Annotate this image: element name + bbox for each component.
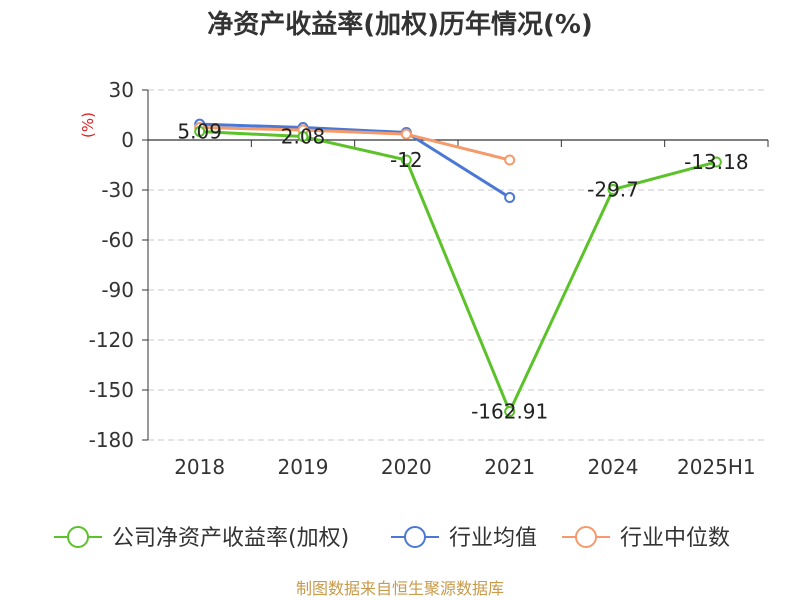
legend: 公司净资产收益率(加权) 行业均值 行业中位数: [54, 526, 730, 551]
x-tick-label: 2021: [484, 455, 535, 479]
y-tick-label: 0: [121, 128, 134, 152]
data-label: -29.7: [587, 178, 639, 202]
source-note: 制图数据来自恒生聚源数据库: [296, 579, 504, 598]
data-label: 2.08: [281, 125, 326, 149]
data-label: 5.09: [177, 120, 222, 144]
y-tick-label: -180: [89, 428, 134, 452]
data-label: -13.18: [684, 150, 748, 174]
data-point-0-2: [400, 154, 412, 166]
data-point-0-3: [504, 406, 516, 418]
series-layer: [194, 118, 722, 418]
data-label: -12: [390, 148, 423, 172]
series-line-0: [199, 130, 717, 414]
data-label-layer: 5.09 2.08 -12 -162.91 -29.7 -13.18: [177, 120, 748, 424]
y-tick-label: -90: [101, 278, 134, 302]
x-tick-label: 2020: [381, 455, 432, 479]
axis-layer: 30 0 -30 -60 -90 -120 -150 -180 2018 2019 2020 2021…: [89, 78, 769, 479]
series-line-2: [199, 126, 511, 162]
y-tick-label: -120: [89, 328, 134, 352]
legend-swatch-marker-2: [575, 526, 597, 548]
data-point-0-0: [194, 126, 206, 138]
data-point-0-5: [710, 156, 722, 168]
legend-label: 公司净资产收益率(加权): [112, 526, 349, 551]
grid-layer: [148, 89, 768, 441]
data-point-0-1: [297, 131, 309, 143]
data-point-2-3: [504, 154, 516, 166]
y-tick-label: -30: [101, 178, 134, 202]
legend-swatch-marker-1: [404, 526, 426, 548]
x-tick-label: 2019: [278, 455, 329, 479]
y-tick-label: -150: [89, 378, 134, 402]
x-tick-label: 2025H1: [677, 455, 756, 479]
y-tick-label: -60: [101, 228, 134, 252]
data-point-1-3: [504, 192, 516, 203]
legend-label: 行业均值: [449, 526, 537, 551]
legend-label: 行业中位数: [620, 526, 730, 551]
x-tick-label: 2024: [588, 455, 639, 479]
data-point-2-2: [400, 128, 412, 140]
y-tick-label: 30: [109, 78, 134, 102]
y-axis-unit-label: (%): [79, 112, 97, 138]
x-tick-label: 2018: [174, 455, 225, 479]
chart-title: 净资产收益率(加权)历年情况(%): [207, 9, 593, 40]
data-label: -162.91: [471, 400, 548, 424]
data-point-0-4: [607, 184, 619, 195]
legend-swatch-marker-0: [67, 526, 89, 548]
series-line-1: [199, 122, 511, 199]
